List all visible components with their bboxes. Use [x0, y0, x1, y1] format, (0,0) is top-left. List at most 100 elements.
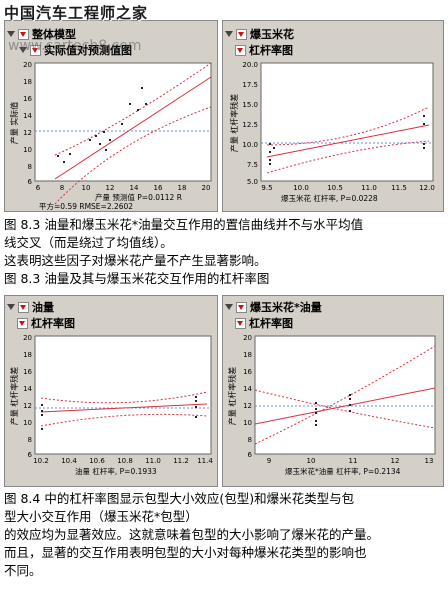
site-url-watermark: www.cartech8.com — [8, 38, 142, 54]
panel-header[interactable]: 整体模型 — [7, 27, 76, 41]
caption-line: 线交叉（而是绕过了均值线）。 — [4, 235, 173, 250]
panel-popcorn-oil: 爆玉米花*油量 杠杆率图 产量 杠杆率残差 20 18 16 14 12 10 … — [222, 295, 444, 487]
y-tick: 8 — [28, 163, 32, 171]
subpanel-header[interactable]: 实际值对预测值图 — [19, 43, 132, 57]
y-tick: 18 — [23, 351, 32, 359]
y-tick: 18 — [243, 351, 252, 359]
x-tick: 11.0 — [361, 184, 377, 192]
y-ticks: 20 18 16 14 12 10 8 6 — [243, 334, 252, 459]
x-tick: 10.8 — [117, 457, 133, 465]
panel-title: 爆玉米花 — [250, 28, 294, 41]
y-tick: 12.5 — [242, 121, 258, 129]
data-points — [57, 87, 147, 163]
x-tick: 10 — [307, 457, 316, 465]
caption-line: 的效应均为显著效应。这就意味着包型的大小影响了爆米花的产量。 — [4, 527, 380, 542]
y-tick: 7.5 — [247, 161, 258, 169]
y-axis-label: 产量 杠杆率残差 — [9, 367, 19, 426]
x-tick: 11 — [349, 457, 358, 465]
y-tick: 10 — [243, 419, 252, 427]
y-tick: 10.0 — [242, 141, 258, 149]
red-triangle-menu-icon[interactable] — [30, 44, 41, 56]
red-triangle-menu-icon[interactable] — [18, 28, 29, 40]
y-tick: 8 — [248, 436, 252, 444]
confidence-curve-lower — [266, 140, 430, 174]
plot-frame — [34, 335, 212, 455]
x-tick: 11.0 — [145, 457, 161, 465]
y-tick: 16 — [23, 368, 32, 376]
panel-header[interactable]: 爆玉米花 — [225, 27, 294, 41]
x-tick: 12.0 — [419, 184, 435, 192]
red-triangle-menu-icon[interactable] — [18, 301, 29, 313]
x-axis-label: 油量 杠杆率, P=0.1933 — [75, 466, 157, 476]
x-tick: 6 — [36, 184, 41, 192]
y-tick: 16 — [23, 95, 32, 103]
x-tick: 11.4 — [197, 457, 213, 465]
confidence-curve-upper — [54, 62, 212, 156]
subpanel-header[interactable]: 杠杆率图 — [235, 43, 293, 57]
x-ticks: 9.5 10.0 10.5 11.0 11.5 12.0 — [261, 184, 434, 192]
subpanel-header[interactable]: 杠杆率图 — [17, 316, 75, 330]
y-tick: 20 — [23, 61, 32, 69]
y-tick: 6 — [28, 178, 33, 186]
x-tick: 8 — [60, 184, 64, 192]
y-tick: 20 — [23, 334, 32, 342]
y-tick: 8 — [28, 436, 32, 444]
y-tick: 12 — [23, 402, 32, 410]
caption-line: 图 8.3 油量及其与爆玉米花交互作用的杠杆率图 — [4, 271, 270, 286]
red-triangle-menu-icon[interactable] — [236, 301, 247, 313]
red-triangle-menu-icon[interactable] — [235, 317, 246, 329]
caption-line: 这表明这些因子对爆米花产量不产生显著影响。 — [4, 253, 267, 268]
x-tick: 9.5 — [261, 184, 272, 192]
y-axis-label: 产量 杠杆率残差 — [227, 367, 237, 426]
x-tick: 10 — [82, 184, 91, 192]
collapse-icon[interactable] — [225, 304, 233, 310]
x-tick: 12 — [106, 184, 115, 192]
y-tick: 17.5 — [242, 81, 258, 89]
x-tick: 10.2 — [33, 457, 49, 465]
x-tick: 12 — [391, 457, 400, 465]
y-axis-label: 产量 实际值 — [9, 102, 19, 145]
panel-header[interactable]: 油量 — [7, 300, 54, 314]
x-tick: 10.0 — [293, 184, 309, 192]
y-ticks: 20 18 16 14 12 10 8 6 — [23, 334, 32, 459]
x-tick: 11.5 — [391, 184, 407, 192]
data-points — [315, 394, 351, 426]
red-triangle-menu-icon[interactable] — [17, 317, 28, 329]
caption-fig84: 图 8.4 中的杠杆率图显示包型大小效应(包型)和爆米花类型与包 型大小交互作用… — [4, 490, 444, 580]
y-axis-label: 产量 杠杆率残差 — [229, 94, 239, 153]
y-tick: 15.0 — [242, 101, 258, 109]
collapse-icon[interactable] — [7, 31, 15, 37]
y-tick: 5.0 — [247, 178, 258, 186]
y-tick: 14 — [23, 385, 32, 393]
y-tick: 20 — [243, 334, 252, 342]
red-triangle-menu-icon[interactable] — [235, 44, 246, 56]
popcorn-oil-leverage-plot: 产量 杠杆率残差 20 18 16 14 12 10 8 6 9 10 11 1… — [227, 334, 436, 476]
panel-title: 整体模型 — [32, 28, 76, 41]
caption-line: 不同。 — [4, 563, 42, 578]
caption-line: 图 8.3 油量和爆玉米花*油量交互作用的置信曲线并不与水平均值 — [4, 217, 364, 232]
data-points — [269, 115, 425, 165]
collapse-icon[interactable] — [225, 31, 233, 37]
confidence-curve-upper — [266, 106, 430, 146]
y-tick: 16 — [243, 368, 252, 376]
confidence-curve-lower — [54, 106, 212, 205]
red-triangle-menu-icon[interactable] — [236, 28, 247, 40]
y-ticks: 20.0 17.5 15.0 12.5 10.0 7.5 5.0 — [242, 61, 258, 186]
collapse-icon[interactable] — [7, 304, 15, 310]
panel-oil: 油量 杠杆率图 产量 杠杆率残差 20 18 16 14 12 10 8 6 1… — [4, 295, 218, 487]
subpanel-header[interactable]: 杠杆率图 — [235, 316, 293, 330]
popcorn-leverage-plot: 产量 杠杆率残差 20.0 17.5 15.0 12.5 10.0 7.5 5.… — [229, 61, 435, 203]
subpanel-title: 实际值对预测值图 — [44, 44, 132, 57]
y-tick: 12 — [23, 129, 32, 137]
y-tick: 6 — [248, 451, 253, 459]
x-tick: 14 — [130, 184, 139, 192]
data-points — [41, 396, 197, 430]
x-tick: 10.4 — [61, 457, 77, 465]
collapse-icon[interactable] — [19, 47, 27, 53]
x-ticks: 6 8 10 12 14 16 18 20 — [36, 184, 211, 192]
panel-header[interactable]: 爆玉米花*油量 — [225, 300, 322, 314]
x-ticks: 10.2 10.4 10.6 10.8 11.0 11.2 11.4 — [33, 457, 213, 465]
confidence-curve-lower — [254, 389, 436, 429]
oil-leverage-plot: 产量 杠杆率残差 20 18 16 14 12 10 8 6 10.2 10.4… — [9, 334, 213, 476]
y-tick: 14 — [243, 385, 252, 393]
